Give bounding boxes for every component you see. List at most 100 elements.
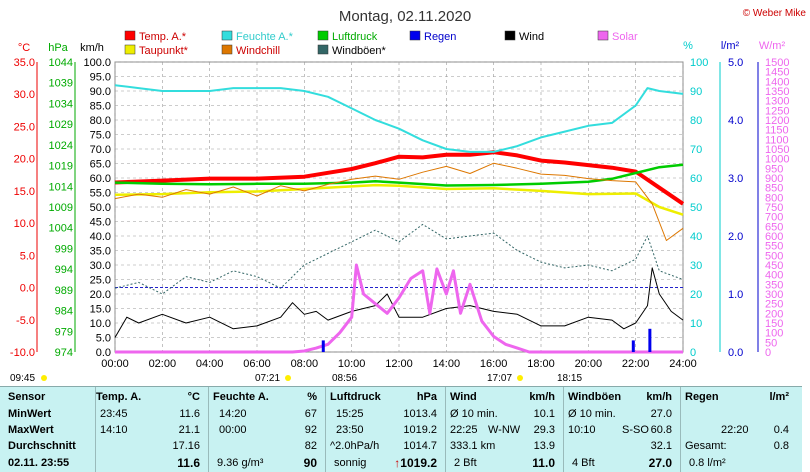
solar-axis-tick-label: 1250 <box>765 105 789 117</box>
solar-axis-tick-label: 850 <box>765 183 783 195</box>
press-now: ↑1019.2 <box>394 456 437 470</box>
wind-max-dir: W-NW <box>488 424 521 436</box>
wind-max: 29.3 <box>533 424 555 436</box>
rain-axis-tick-label: 4.0 <box>728 115 743 127</box>
wind-axis-tick-label: 40.0 <box>90 231 111 243</box>
temp-axis-tick-label: -5.0 <box>16 315 35 327</box>
pressure-axis-tick-label: 974 <box>55 347 73 359</box>
x-tick-label: 00:00 <box>101 358 129 370</box>
temp-axis-tick-label: 0.0 <box>20 283 35 295</box>
wind-axis-tick-label: 35.0 <box>90 246 111 258</box>
press-trend: ^2.0hPa/h <box>330 440 380 452</box>
press-min: 1013.4 <box>403 408 437 420</box>
solar-axis-tick-label: 1100 <box>765 134 789 146</box>
legend-label: Solar <box>612 31 638 43</box>
rain-column: Regen l/m² 22:20 0.4 Gesamt: 0.8 0.8 l/m… <box>680 387 793 472</box>
moonrise-icon <box>41 375 47 381</box>
hum-abs: 9.36 g/m³ <box>217 457 264 469</box>
press-weather: sonnig <box>334 457 367 469</box>
series-line <box>114 183 684 216</box>
solar-axis-tick-label: 300 <box>765 289 783 301</box>
solar-axis-tick-label: 900 <box>765 173 783 185</box>
solar-axis-tick-label: 1450 <box>765 67 789 79</box>
humidity-axis-tick-label: 50 <box>690 202 702 214</box>
series-line <box>114 162 684 241</box>
gust-avg: 32.1 <box>650 440 672 452</box>
solar-axis-tick-label: 1300 <box>765 96 789 108</box>
solar-axis-tick-label: 1200 <box>765 115 789 127</box>
rain-now: 0.8 l/m² <box>689 457 726 469</box>
pressure-axis-tick-label: 1029 <box>49 119 73 131</box>
temp-axis-tick-label: 25.0 <box>14 121 35 133</box>
temp-min: 11.6 <box>179 408 200 420</box>
humidity-axis-tick-label: 40 <box>690 231 702 243</box>
temp-axis-tick-label: 30.0 <box>14 89 35 101</box>
humidity-axis-tick-label: 20 <box>690 289 702 301</box>
sunset-icon <box>517 375 523 381</box>
humidity-axis-tick-label: 80 <box>690 115 702 127</box>
wind-axis-tick-label: 85.0 <box>90 101 111 113</box>
press-title: Luftdruck <box>330 391 381 403</box>
rain-total-label: Gesamt: <box>685 440 727 452</box>
wind-bft: 2 Bft <box>454 457 477 469</box>
legend-swatch <box>124 44 136 55</box>
x-tick-label: 04:00 <box>196 358 224 370</box>
x-tick-label: 24:00 <box>669 358 697 370</box>
hum-min-time: 14:20 <box>219 408 247 420</box>
humidity-axis-tick-label: 0 <box>690 347 696 359</box>
x-tick-label: 14:00 <box>433 358 461 370</box>
series-line <box>114 84 684 153</box>
avg-label: Durchschnitt <box>8 440 76 452</box>
press-max-time: 23:50 <box>336 424 364 436</box>
pressure-axis-tick-label: 1004 <box>49 223 73 235</box>
temp-axis-tick-label: 20.0 <box>14 154 35 166</box>
pressure-axis-tick-label: 1009 <box>49 202 73 214</box>
wind-axis-tick-label: 90.0 <box>90 86 111 98</box>
chart-legend: Temp. A.* Feuchte A.* Luftdruck Regen Wind So… <box>124 30 638 57</box>
temp-now: 11.6 <box>177 456 200 470</box>
gust-max-dir: S-SO <box>622 424 649 436</box>
sunrise-label: 07:21 <box>255 373 280 384</box>
solar-axis-tick-label: 1000 <box>765 154 789 166</box>
hum-min: 67 <box>304 408 317 420</box>
noon-b-label: 18:15 <box>557 373 582 384</box>
temp-unit: °C <box>187 391 200 403</box>
series-line <box>115 263 683 354</box>
pressure-axis-tick-label: 1019 <box>49 161 73 173</box>
rain-axis-tick-label: 2.0 <box>728 231 743 243</box>
sunset-label: 17:07 <box>487 373 512 384</box>
wind-axis-tick-label: 75.0 <box>90 130 111 142</box>
legend-swatch <box>597 30 609 41</box>
solar-axis-tick-label: 1500 <box>765 57 789 69</box>
moonrise-label: 09:45 <box>10 373 35 384</box>
humidity-axis-tick-label: 70 <box>690 144 702 156</box>
solar-axis-tick-label: 50 <box>765 337 777 349</box>
gust-column: Windböen km/h Ø 10 min. 27.0 10:10 S-SO … <box>563 387 676 472</box>
gust-max-time: 10:10 <box>568 424 596 436</box>
pressure-axis-tick-label: 984 <box>55 306 73 318</box>
pressure-axis-unit: hPa <box>48 42 68 54</box>
wind-now: 11.0 <box>532 456 555 470</box>
rain-unit: l/m² <box>769 391 789 403</box>
x-tick-label: 20:00 <box>575 358 603 370</box>
temp-max: 21.1 <box>178 424 200 436</box>
wind-axis-tick-label: 80.0 <box>90 115 111 127</box>
temp-axis-unit: °C <box>18 42 30 54</box>
x-tick-label: 18:00 <box>527 358 555 370</box>
wind-column: Wind km/h Ø 10 min. 10.1 22:25 W-NW 29.3… <box>445 387 559 472</box>
rain-axis-tick-label: 0.0 <box>728 347 743 359</box>
humidity-axis-tick-label: 90 <box>690 86 702 98</box>
press-min-time: 15:25 <box>336 408 364 420</box>
wind-axis-tick-label: 5.0 <box>96 333 111 345</box>
legend-label: Windböen* <box>332 45 387 57</box>
humidity-axis-tick-label: 100 <box>690 57 708 69</box>
wind-axis-tick-label: 95.0 <box>90 72 111 84</box>
rain-axis-unit: l/m² <box>721 40 740 52</box>
solar-axis-tick-label: 0 <box>765 347 771 359</box>
wind-axis-tick-label: 50.0 <box>90 202 111 214</box>
solar-axis-tick-label: 200 <box>765 308 783 320</box>
humidity-axis-tick-label: 60 <box>690 173 702 185</box>
wind-axis-tick-label: 70.0 <box>90 144 111 156</box>
pressure-column: Luftdruck hPa 15:25 1013.4 23:50 1019.2 … <box>325 387 441 472</box>
pressure-axis-tick-label: 1039 <box>49 78 73 90</box>
